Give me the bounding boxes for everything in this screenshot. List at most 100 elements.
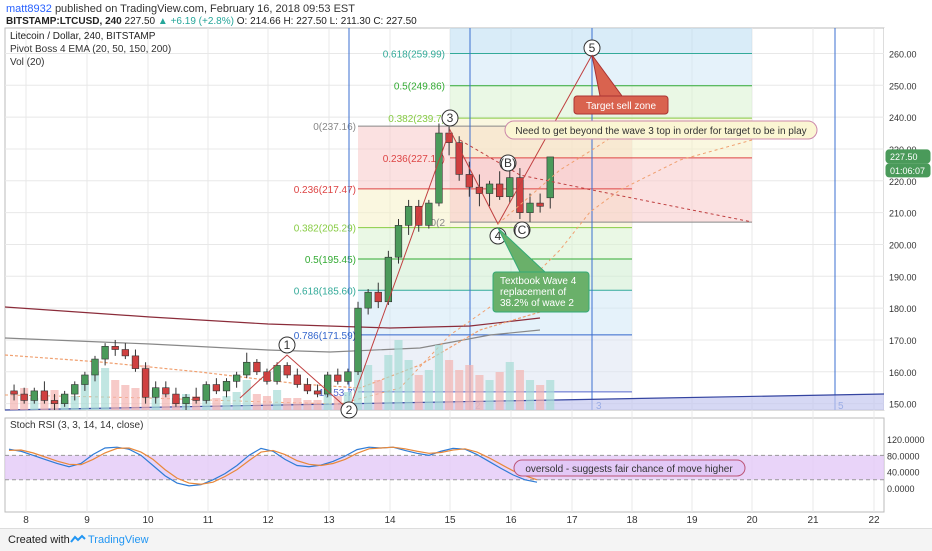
- volume-bar: [101, 368, 110, 410]
- stoch-band: [5, 455, 884, 480]
- candle-body: [313, 390, 322, 395]
- candle-body: [20, 393, 28, 401]
- price-tick-label: 170.00: [889, 336, 917, 346]
- stoch-tick-label: 120.0000: [887, 435, 925, 445]
- stoch-legend: Stoch RSI (3, 3, 14, 14, close): [10, 420, 143, 431]
- symbol-name: BITSTAMP:LTCUSD, 240: [6, 16, 122, 27]
- candle-body: [465, 174, 473, 188]
- price-change: ▲ +6.19 (+2.8%): [157, 16, 234, 27]
- tradingview-brand[interactable]: TradingView: [88, 534, 149, 546]
- candle-body: [455, 142, 463, 175]
- volume-bar: [242, 380, 251, 410]
- wave-dashed-line: [459, 139, 753, 223]
- x-tick-label: 13: [323, 515, 335, 526]
- volume-bar: [434, 345, 444, 410]
- footer: Created with TradingView: [0, 528, 932, 551]
- candle-body: [425, 202, 433, 226]
- candle-body: [192, 396, 200, 401]
- price-tick-label: 200.00: [889, 240, 917, 250]
- x-tick-label: 21: [807, 515, 819, 526]
- candle-body: [172, 393, 180, 404]
- wave-4-label: 4: [495, 229, 502, 243]
- ema-150-line: [4, 329, 541, 353]
- candle-body: [303, 384, 312, 392]
- symbol-header: BITSTAMP:LTCUSD, 240 227.50 ▲ +6.19 (+2.…: [6, 16, 417, 27]
- candle-body: [50, 400, 59, 404]
- candle-body: [354, 307, 362, 373]
- wave-1-label: 1: [284, 338, 291, 352]
- publish-header: matt8932 published on TradingView.com, F…: [6, 3, 355, 15]
- volume-bar: [212, 398, 221, 410]
- volume-bar: [515, 370, 524, 410]
- volume-bar: [343, 392, 352, 410]
- candle-body: [334, 374, 342, 382]
- volume-bar: [495, 372, 504, 410]
- candle-body: [374, 291, 382, 303]
- tradingview-logo-icon: [70, 534, 86, 543]
- beyond-label: Need to get beyond the wave 3 top in ord…: [515, 126, 806, 137]
- stoch-k-line: [8, 446, 538, 487]
- candle-body: [293, 374, 301, 385]
- candle-body: [182, 396, 190, 404]
- fib-level-label: 0(237.16): [313, 122, 356, 133]
- x-tick-label: 15: [444, 515, 456, 526]
- x-tick-label: 9: [84, 515, 90, 526]
- volume-bar: [131, 388, 140, 410]
- textbook-label: Textbook Wave 4 replacement of 38.2% of wa…: [500, 276, 577, 309]
- oversold-box: [513, 459, 746, 477]
- candle-body: [232, 374, 241, 382]
- countdown-tag: [885, 163, 931, 178]
- oversold-label: oversold - suggests fair chance of move …: [525, 464, 733, 475]
- candle-body: [253, 361, 261, 373]
- x-tick-label: 22: [868, 515, 880, 526]
- textbook-box: [492, 271, 590, 313]
- wave-b-label: (B): [500, 156, 516, 170]
- volume-bar: [252, 394, 261, 410]
- volume-bar: [394, 340, 403, 410]
- price-tick-label: 210.00: [889, 209, 917, 219]
- author-link[interactable]: matt8932: [6, 3, 52, 15]
- fib-level-label: 1(153.7): [319, 388, 356, 399]
- x-tick-label: 14: [384, 515, 396, 526]
- wave-b-label-circle: [499, 154, 517, 172]
- price-tick-label: 160.00: [889, 368, 917, 378]
- candle-body: [546, 156, 554, 199]
- candle-body: [30, 390, 38, 401]
- wave-3-label-circle: [441, 109, 459, 127]
- volume-bar: [364, 365, 373, 410]
- volume-bar: [283, 398, 292, 410]
- fib-level-label: 0.618(185.60): [294, 286, 356, 297]
- candle-body: [101, 346, 109, 360]
- price-chart[interactable]: 0(237.16) 0.236(217.47) 0.382(205.29) 0.5(1…: [0, 0, 932, 528]
- fib-level-label: 0.5(195.45): [305, 255, 356, 266]
- wave-3-label: 3: [447, 111, 454, 125]
- stoch-tick-label: 0.0000: [887, 484, 915, 494]
- volume-bar: [374, 380, 383, 410]
- volume-bar: [475, 375, 484, 410]
- candle-body: [81, 374, 89, 385]
- candle-body: [152, 387, 160, 398]
- x-tick-label: 10: [142, 515, 154, 526]
- price-tick-label: 240.00: [889, 113, 917, 123]
- volume-bar: [161, 395, 170, 410]
- candle-body: [506, 177, 514, 198]
- volume-bar: [262, 396, 272, 410]
- candle-body: [283, 365, 291, 376]
- fib-level-label: 0.786(171.59): [294, 331, 356, 342]
- volume-bar: [404, 360, 413, 410]
- volume-bar: [505, 362, 514, 410]
- x-tick-label: 8: [23, 515, 29, 526]
- fib-ext-label: 0.382(239.7): [388, 114, 445, 125]
- candle-body: [344, 371, 352, 382]
- price-tick-label: 250.00: [889, 81, 917, 91]
- volume-bar: [273, 390, 282, 410]
- wave-2-label-circle: [340, 401, 358, 419]
- created-with-label: Created with: [8, 534, 70, 546]
- price-tick-label: 220.00: [889, 177, 917, 187]
- volume-bar: [222, 396, 231, 410]
- candle-body: [516, 177, 524, 213]
- volume-bar: [445, 360, 454, 410]
- last-price-tag-label: 227.50: [890, 152, 918, 162]
- candle-body: [273, 365, 281, 382]
- fib-ext-label: 0(2: [431, 218, 446, 229]
